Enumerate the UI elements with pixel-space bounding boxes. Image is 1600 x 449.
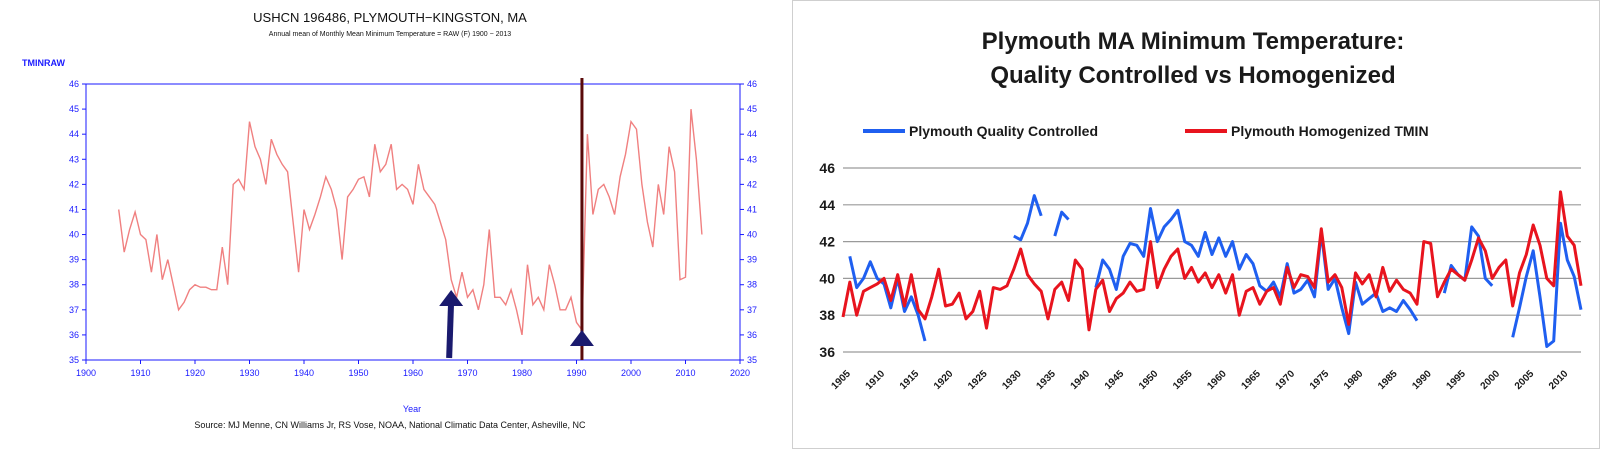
left-chart: USHCN 196486, PLYMOUTH−KINGSTON, MA Annu…	[22, 10, 757, 430]
arrow-shaft	[446, 299, 455, 359]
arrow-head	[439, 290, 464, 306]
x-tick-label: 2000	[621, 368, 641, 378]
x-tick-label: 1990	[566, 368, 586, 378]
x-tick-label: 1995	[1444, 368, 1468, 392]
x-tick-label: 1910	[864, 368, 888, 392]
y-tick-label-right: 45	[747, 104, 757, 114]
x-tick-label: 1925	[966, 368, 990, 392]
y-tick-label-left: 35	[69, 355, 79, 365]
y-tick-label-right: 42	[747, 179, 757, 189]
axis-ticks: 35 35 36 36 37 37 38 38 39 39 40 40 41 41 42 42 43 43 44 44…	[69, 79, 757, 378]
series-line-homogenized	[841, 190, 1583, 332]
x-tick-label: 1965	[1239, 368, 1263, 392]
x-tick-label: 1920	[932, 368, 956, 392]
x-tick-label: 1940	[294, 368, 314, 378]
x-tick-label: 1985	[1376, 368, 1400, 392]
y-tick-label-right: 39	[747, 255, 757, 265]
y-tick-label-right: 37	[747, 305, 757, 315]
x-tick-label: 1980	[512, 368, 532, 378]
x-tick-label: 1930	[239, 368, 259, 378]
chart-subtitle: Annual mean of Monthly Mean Minimum Temp…	[269, 31, 511, 38]
x-tick-label: 1960	[403, 368, 423, 378]
legend-label-quality-controlled: Plymouth Quality Controlled	[909, 123, 1098, 139]
y-tick-label-right: 43	[747, 154, 757, 164]
legend: Plymouth Quality Controlled Plymouth Hom…	[863, 123, 1429, 139]
y-tick-label-left: 44	[69, 129, 79, 139]
y-tick-label-right: 36	[747, 330, 757, 340]
x-tick-label: 1900	[76, 368, 96, 378]
y-axis-label: TMINRAW	[22, 58, 65, 68]
y-tick-label-left: 43	[69, 154, 79, 164]
y-tick-label: 44	[819, 197, 835, 213]
y-tick-label-right: 35	[747, 355, 757, 365]
x-tick-label: 1910	[130, 368, 150, 378]
x-tick-label: 1940	[1069, 368, 1093, 392]
x-tick-label: 2010	[675, 368, 695, 378]
y-tick-label-left: 36	[69, 330, 79, 340]
y-tick-label-left: 40	[69, 230, 79, 240]
arrow-up-marker	[439, 290, 464, 359]
y-tick-label-right: 38	[747, 280, 757, 290]
series-line-quality-controlled	[848, 194, 1583, 348]
arrow-up-marker	[569, 330, 594, 346]
y-tick-label-left: 41	[69, 204, 79, 214]
y-tick-label: 40	[819, 270, 835, 286]
x-tick-label: 1970	[1274, 368, 1298, 392]
y-tick-label-left: 38	[69, 280, 79, 290]
x-tick-label: 1955	[1171, 368, 1195, 392]
x-tick-label: 2000	[1479, 368, 1503, 392]
chart-title-line-1: Plymouth MA Minimum Temperature:	[982, 28, 1405, 55]
y-tick-label: 36	[819, 344, 835, 360]
x-tick-label: 1970	[457, 368, 477, 378]
y-tick-label: 38	[819, 307, 835, 323]
y-tick-label-right: 41	[747, 204, 757, 214]
x-tick-label: 1920	[185, 368, 205, 378]
y-tick-label-left: 39	[69, 255, 79, 265]
legend-label-homogenized: Plymouth Homogenized TMIN	[1231, 123, 1429, 139]
x-tick-label: 1980	[1342, 368, 1366, 392]
x-tick-label: 2020	[730, 368, 750, 378]
y-tick-label-left: 42	[69, 179, 79, 189]
y-tick-label-left: 37	[69, 305, 79, 315]
series-layer	[841, 190, 1583, 348]
x-tick-label: 1975	[1308, 368, 1332, 392]
right-chart: Plymouth MA Minimum Temperature: Quality…	[819, 28, 1583, 392]
y-tick-label: 46	[819, 160, 835, 176]
x-tick-label: 1905	[829, 368, 853, 392]
annotations-layer	[439, 78, 594, 360]
series-layer	[118, 109, 703, 336]
y-tick-label-right: 44	[747, 129, 757, 139]
x-tick-label: 1960	[1205, 368, 1229, 392]
left-chart-panel: USHCN 196486, PLYMOUTH−KINGSTON, MA Annu…	[0, 0, 780, 449]
y-tick-label: 42	[819, 234, 835, 250]
x-tick-label: 1950	[348, 368, 368, 378]
x-tick-label: 2010	[1547, 368, 1571, 392]
y-tick-label-right: 40	[747, 230, 757, 240]
chart-title-line-2: Quality Controlled vs Homogenized	[990, 62, 1395, 89]
source-note: Source: MJ Menne, CN Williams Jr, RS Vos…	[194, 420, 586, 430]
arrow-head	[569, 330, 594, 346]
x-axis-label: Year	[403, 404, 421, 414]
x-tick-label: 1945	[1103, 368, 1127, 392]
x-tick-label: 1930	[1000, 368, 1024, 392]
x-tick-label: 1915	[898, 368, 922, 392]
right-chart-panel: Plymouth MA Minimum Temperature: Quality…	[792, 0, 1600, 449]
x-tick-label: 2005	[1513, 368, 1537, 392]
x-tick-label: 1950	[1137, 368, 1161, 392]
chart-title: USHCN 196486, PLYMOUTH−KINGSTON, MA	[253, 10, 527, 25]
y-tick-label-left: 45	[69, 104, 79, 114]
plot-frame	[85, 83, 741, 361]
y-tick-label-right: 46	[747, 79, 757, 89]
x-tick-label: 1935	[1034, 368, 1058, 392]
y-tick-label-left: 46	[69, 79, 79, 89]
x-tick-label: 1990	[1410, 368, 1434, 392]
series-line-tminraw	[118, 109, 703, 336]
